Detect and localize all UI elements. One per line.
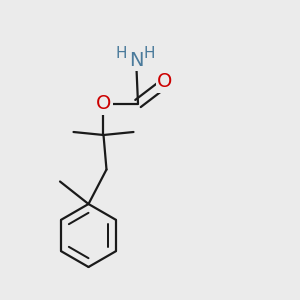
Text: H: H <box>115 46 127 61</box>
Text: N: N <box>129 50 144 70</box>
Text: O: O <box>157 72 173 91</box>
Text: O: O <box>96 94 111 113</box>
Text: H: H <box>143 46 155 61</box>
